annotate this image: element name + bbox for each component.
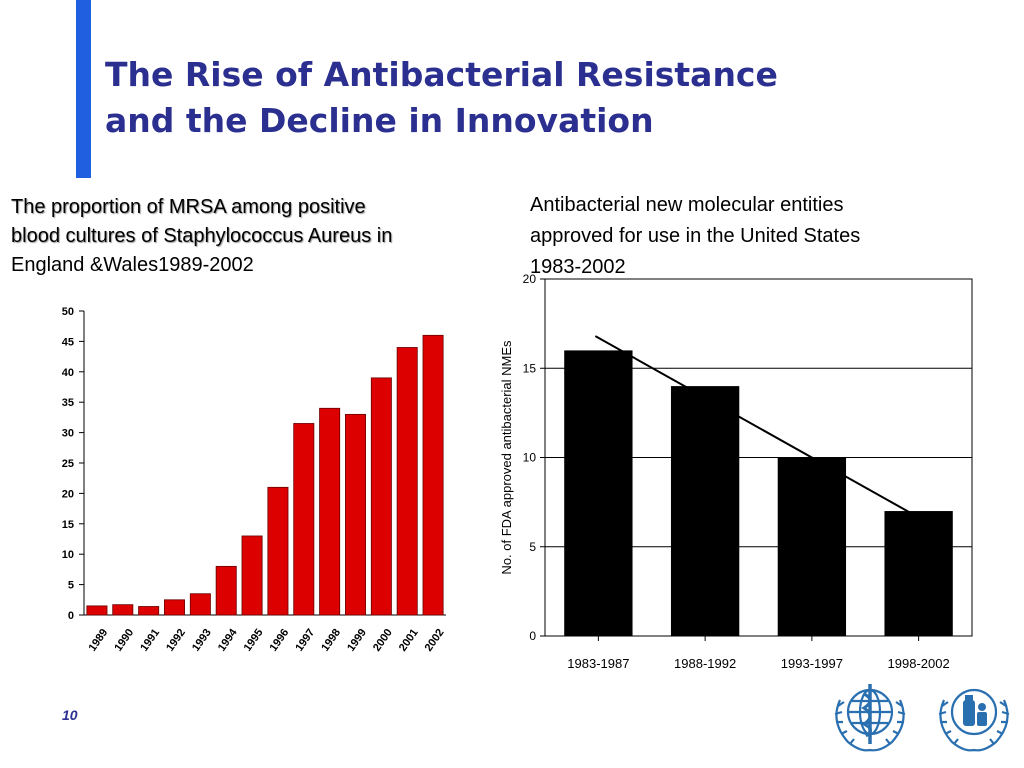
mrsa-bar — [267, 486, 289, 616]
mrsa-y-tick-label: 5 — [68, 580, 74, 592]
mrsa-y-tick-label: 10 — [62, 549, 74, 561]
mrsa-bar — [345, 413, 366, 616]
nme-bar — [564, 350, 633, 636]
nme-y-axis-label: No. of FDA approved antibacterial NMEs — [499, 340, 514, 575]
mrsa-bar — [189, 593, 211, 616]
slide-title-line-2: and the Decline in Innovation — [105, 101, 654, 140]
mrsa-bar — [86, 605, 108, 616]
mrsa-caption-line-2: blood cultures of Staphylococcus Aureus … — [11, 225, 393, 247]
nme-x-tick-label: 1993-1997 — [781, 656, 843, 671]
mrsa-bar — [164, 599, 185, 616]
nme-y-tick-label: 15 — [523, 361, 537, 375]
mrsa-y-tick-label: 15 — [62, 519, 74, 531]
nme-chart-caption: Antibacterial new molecular entities app… — [530, 190, 1000, 283]
nme-trendline — [594, 335, 915, 516]
mrsa-y-tick-label: 45 — [62, 336, 74, 348]
slide-title-line-1: The Rise of Antibacterial Resistance — [105, 55, 778, 94]
nme-y-tick-label: 10 — [523, 451, 537, 465]
mrsa-bar — [422, 334, 444, 616]
nme-y-tick-label: 5 — [529, 540, 536, 554]
mrsa-bar — [241, 535, 263, 616]
mrsa-bar — [138, 606, 160, 616]
mrsa-y-tick-label: 25 — [62, 458, 74, 470]
mrsa-y-tick-label: 30 — [62, 428, 74, 440]
mrsa-bar — [215, 565, 237, 616]
mrsa-y-tick-label: 0 — [68, 610, 74, 622]
mrsa-bar — [396, 347, 418, 616]
who-emblem-medicine-icon — [938, 688, 1010, 752]
mrsa-y-tick-label: 50 — [62, 306, 74, 318]
nme-bar — [670, 386, 740, 636]
nme-y-tick-label: 20 — [523, 272, 537, 286]
nme-bar — [777, 457, 847, 636]
mrsa-y-tick-label: 35 — [62, 397, 74, 409]
nme-bar-chart: 0 5 10 15 20 1983-1987 1988-1992 1993-1997 1998-… — [499, 272, 973, 671]
mrsa-bar — [370, 377, 392, 616]
mrsa-bar — [112, 604, 134, 616]
mrsa-bar — [319, 407, 341, 616]
slide-number: 10 — [62, 707, 78, 723]
nme-caption-line-2: approved for use in the United States — [530, 225, 861, 247]
mrsa-y-tick-label: 40 — [62, 367, 74, 379]
nme-caption-line-3: 1983-2002 — [530, 256, 626, 278]
mrsa-caption-line-3: England &Wales1989-2002 — [11, 254, 254, 276]
nme-x-tick-label: 1988-1992 — [674, 656, 736, 671]
mrsa-chart-caption: The proportion of MRSA among positive bl… — [11, 193, 521, 280]
who-emblem-icon — [834, 684, 906, 752]
nme-caption-line-1: Antibacterial new molecular entities — [530, 194, 844, 216]
mrsa-caption-line-1: The proportion of MRSA among positive — [11, 196, 366, 218]
nme-y-tick-label: 0 — [529, 629, 536, 643]
nme-x-tick-label: 1998-2002 — [888, 656, 950, 671]
slide-title: The Rise of Antibacterial Resistance and… — [105, 52, 1005, 144]
mrsa-y-tick-label: 20 — [62, 488, 74, 500]
mrsa-bar — [293, 423, 315, 616]
accent-bar — [76, 0, 91, 178]
nme-bar — [884, 511, 953, 636]
nme-plot-frame — [544, 278, 973, 637]
nme-x-tick-label: 1983-1987 — [567, 656, 629, 671]
